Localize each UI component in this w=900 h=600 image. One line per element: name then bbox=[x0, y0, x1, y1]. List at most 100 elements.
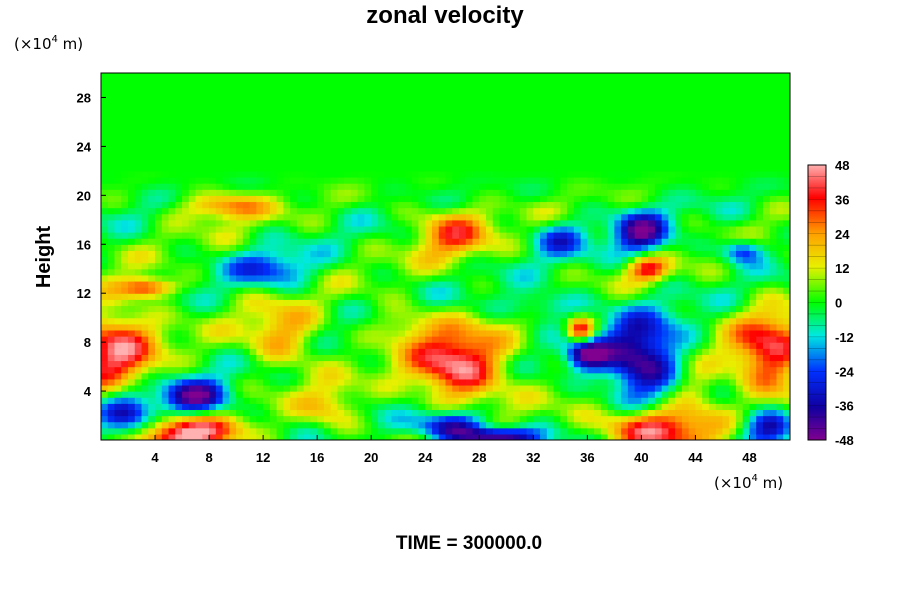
heatmap-cell bbox=[654, 207, 663, 215]
heatmap-cell bbox=[445, 403, 453, 411]
heatmap-cell bbox=[479, 305, 487, 313]
heatmap-cell bbox=[182, 433, 190, 440]
heatmap-cell bbox=[452, 121, 460, 129]
heatmap-cell bbox=[627, 183, 636, 190]
heatmap-cell bbox=[506, 299, 514, 307]
heatmap-cell bbox=[533, 409, 541, 417]
heatmap-cell bbox=[357, 85, 366, 92]
heatmap-cell bbox=[269, 97, 278, 105]
heatmap-cell bbox=[330, 85, 339, 92]
heatmap-cell bbox=[357, 238, 366, 245]
heatmap-cell bbox=[459, 121, 467, 129]
heatmap-cell bbox=[546, 121, 555, 129]
heatmap-cell bbox=[249, 232, 257, 239]
heatmap-cell bbox=[330, 305, 339, 313]
heatmap-cell bbox=[134, 372, 143, 380]
heatmap-cell bbox=[195, 158, 203, 166]
heatmap-cell bbox=[121, 152, 129, 160]
heatmap-cell bbox=[452, 128, 460, 135]
heatmap-cell bbox=[445, 293, 453, 300]
heatmap-cell bbox=[425, 244, 433, 251]
heatmap-cell bbox=[263, 183, 271, 190]
heatmap-cell bbox=[607, 384, 615, 392]
heatmap-cell bbox=[377, 268, 386, 276]
heatmap-cell bbox=[438, 213, 447, 221]
heatmap-cell bbox=[486, 207, 494, 215]
heatmap-cell bbox=[344, 421, 352, 429]
heatmap-cell bbox=[404, 219, 413, 227]
heatmap-cell bbox=[168, 372, 176, 380]
heatmap-cell bbox=[168, 299, 176, 307]
heatmap-cell bbox=[242, 372, 251, 380]
heatmap-cell bbox=[148, 268, 156, 276]
heatmap-cell bbox=[452, 415, 460, 423]
heatmap-cell bbox=[567, 262, 575, 270]
heatmap-cell bbox=[303, 287, 311, 294]
heatmap-cell bbox=[573, 421, 582, 429]
heatmap-cell bbox=[269, 336, 278, 343]
heatmap-cell bbox=[296, 152, 305, 160]
heatmap-cell bbox=[459, 348, 467, 355]
heatmap-cell bbox=[134, 79, 143, 86]
heatmap-cell bbox=[492, 262, 501, 270]
heatmap-cell bbox=[452, 73, 460, 80]
heatmap-cell bbox=[418, 73, 426, 80]
heatmap-cell bbox=[573, 189, 582, 196]
heatmap-cell bbox=[290, 134, 298, 141]
heatmap-cell bbox=[431, 207, 440, 215]
heatmap-cell bbox=[641, 225, 649, 233]
heatmap-cell bbox=[296, 121, 305, 129]
heatmap-cell bbox=[587, 403, 595, 411]
heatmap-cell bbox=[404, 158, 413, 166]
heatmap-cell bbox=[283, 121, 291, 129]
heatmap-cell bbox=[567, 158, 575, 166]
heatmap-cell bbox=[560, 121, 568, 129]
heatmap-cell bbox=[567, 219, 575, 227]
heatmap-cell bbox=[641, 366, 649, 374]
heatmap-cell bbox=[492, 427, 501, 435]
heatmap-cell bbox=[377, 91, 386, 99]
heatmap-cell bbox=[350, 91, 359, 99]
heatmap-cell bbox=[269, 329, 278, 337]
heatmap-cell bbox=[317, 427, 325, 435]
heatmap-cell bbox=[411, 238, 420, 245]
heatmap-cell bbox=[411, 225, 420, 233]
heatmap-cell bbox=[195, 207, 203, 215]
heatmap-cell bbox=[148, 225, 156, 233]
heatmap-cell bbox=[506, 128, 514, 135]
heatmap-cell bbox=[249, 225, 257, 233]
heatmap-cell bbox=[438, 366, 447, 374]
heatmap-cell bbox=[155, 293, 163, 300]
heatmap-cell bbox=[256, 183, 264, 190]
heatmap-cell bbox=[391, 121, 399, 129]
heatmap-cell bbox=[661, 409, 670, 417]
heatmap-cell bbox=[222, 348, 230, 355]
heatmap-cell bbox=[175, 433, 183, 440]
heatmap-cell bbox=[148, 280, 156, 288]
heatmap-cell bbox=[195, 317, 203, 325]
heatmap-cell bbox=[161, 213, 170, 221]
heatmap-cell bbox=[317, 299, 325, 307]
heatmap-cell bbox=[101, 238, 109, 245]
heatmap-cell bbox=[648, 97, 656, 105]
heatmap-cell bbox=[654, 158, 663, 166]
heatmap-cell bbox=[357, 146, 366, 154]
heatmap-cell bbox=[317, 73, 325, 80]
heatmap-cell bbox=[148, 403, 156, 411]
heatmap-cell bbox=[168, 329, 176, 337]
heatmap-cell bbox=[256, 134, 264, 141]
heatmap-cell bbox=[567, 103, 575, 111]
heatmap-cell bbox=[215, 342, 224, 349]
heatmap-cell bbox=[384, 336, 393, 343]
heatmap-cell bbox=[296, 391, 305, 398]
heatmap-cell bbox=[614, 232, 622, 239]
heatmap-cell bbox=[513, 397, 521, 404]
heatmap-cell bbox=[459, 85, 467, 92]
heatmap-cell bbox=[506, 305, 514, 313]
heatmap-cell bbox=[215, 201, 224, 209]
heatmap-cell bbox=[236, 305, 244, 313]
heatmap-cell bbox=[310, 140, 318, 147]
heatmap-cell bbox=[175, 366, 183, 374]
heatmap-cell bbox=[364, 421, 372, 429]
heatmap-cell bbox=[425, 342, 433, 349]
